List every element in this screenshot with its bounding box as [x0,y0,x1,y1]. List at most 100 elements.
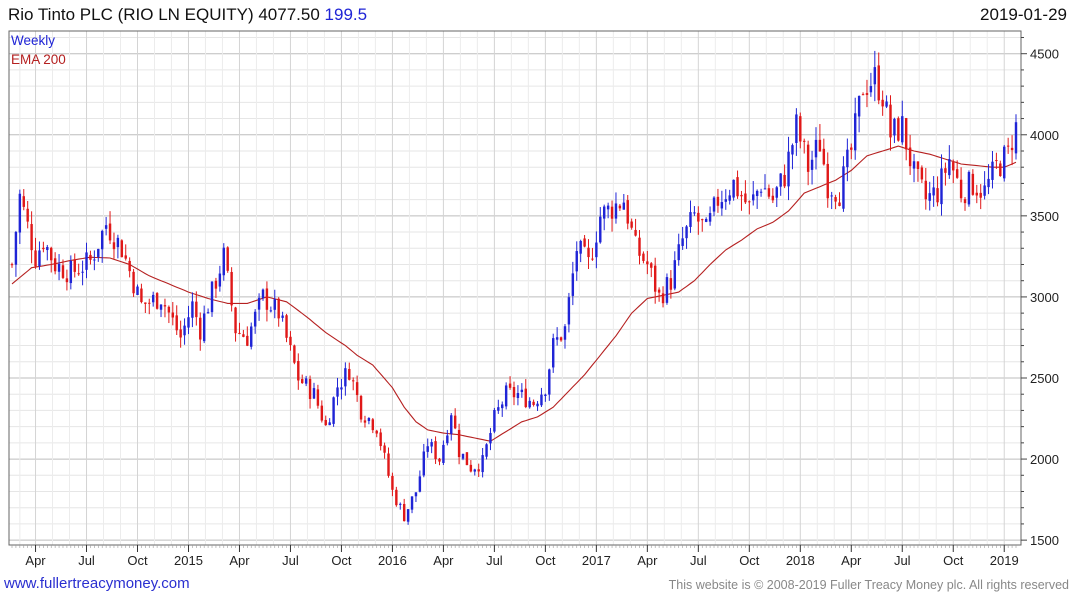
candle-body [442,444,445,463]
candle [65,269,69,291]
candle [630,218,633,230]
candle-body [438,458,441,462]
candle [324,415,327,426]
candle-body [222,247,225,276]
candle [944,162,947,186]
candle-body [22,196,25,207]
candle-body [971,173,975,195]
candle-body [50,247,53,261]
candle [595,231,598,269]
candle-body [497,407,500,411]
candle-body [402,503,406,522]
x-tick-label: 2015 [174,553,203,568]
candle [46,244,49,261]
candle [446,429,449,446]
candle-body [877,65,880,101]
candle-body [744,193,747,203]
candle [779,173,782,196]
candle-body [838,202,841,206]
candle [148,298,151,315]
candle [622,193,626,210]
candle-body [736,177,739,197]
candle-body [312,388,316,399]
candle-body [881,99,884,107]
ema-200-line [11,145,1017,442]
candle-body [81,271,84,273]
candle [359,394,363,423]
candle-body [104,225,108,229]
candle [304,375,308,387]
candle-body [1003,146,1006,179]
candle-body [571,273,575,296]
candle-body [230,271,233,306]
candle-body [806,144,810,172]
candle [312,382,316,400]
candle [873,50,877,102]
candle [599,207,602,244]
candle [18,189,22,244]
candle [418,470,422,493]
candle-body [226,247,229,271]
candle [34,237,37,269]
candle [183,318,186,345]
candle-body [755,190,759,197]
candle-body [214,280,218,289]
candle [477,463,480,477]
y-tick-label: 2500 [1030,371,1059,386]
candle-body [587,247,590,258]
candle [928,181,931,211]
candle [548,368,551,401]
candle-body [857,95,861,117]
candle-body [516,393,520,399]
candle [806,140,810,186]
y-tick-label: 3000 [1030,290,1059,305]
candle-body [955,169,959,178]
candle [61,259,65,280]
candle [795,108,798,156]
candle-body [38,250,41,267]
candle-body [304,378,308,384]
website-link[interactable]: www.fullertreacymoney.com [4,575,190,592]
candle [877,52,880,105]
candle-body [418,476,422,492]
candle-body [359,396,363,420]
candle-body [316,389,320,406]
candle-body [144,302,147,304]
candle [955,160,959,179]
candle-body [650,263,653,268]
candle [677,233,680,266]
candle-body [932,187,935,196]
candle [453,408,457,430]
candle-body [128,260,131,272]
candle [155,292,159,310]
candle-body [916,161,920,169]
candle [97,248,100,262]
candle-body [250,326,253,347]
candle [187,305,190,335]
candle-body [822,148,826,165]
candle-body [57,263,61,272]
candle-body [218,273,222,287]
candle-body [928,193,931,201]
candle-body [638,237,641,256]
candle [889,95,892,151]
candle-body [473,469,476,472]
candle [269,306,273,313]
candle [355,375,359,402]
candle-body [344,368,347,387]
candle-body [763,188,767,190]
candle-body [532,401,535,405]
candle [940,154,943,216]
candle [257,293,261,321]
candle [265,281,269,322]
candle-body [567,297,571,325]
candle [979,184,982,210]
candle-body [575,251,578,272]
y-axis: 1500 2000 2500 3000 3500 4000 4500 [1021,36,1059,548]
candle [583,234,586,248]
candle-body [701,219,704,221]
legend-weekly: Weekly [11,33,55,48]
candle-body [665,277,669,303]
candle-body [752,194,755,201]
candle [485,443,488,460]
